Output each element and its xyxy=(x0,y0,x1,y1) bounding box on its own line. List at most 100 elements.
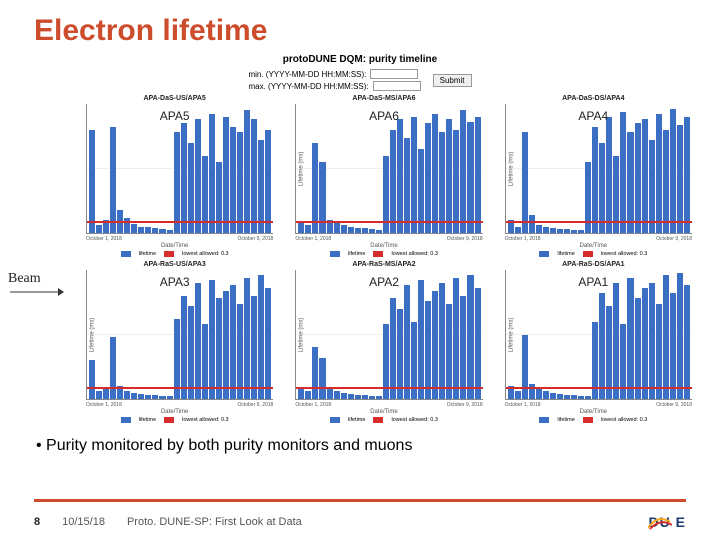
bar xyxy=(251,296,257,399)
bar xyxy=(159,229,165,233)
bar xyxy=(425,123,431,233)
legend-swatch xyxy=(121,417,131,423)
chart-supertitle: protoDUNE DQM: purity timeline xyxy=(0,54,720,65)
bar xyxy=(327,389,333,399)
bar xyxy=(96,225,102,233)
legend-swatch xyxy=(164,417,174,423)
bar xyxy=(613,283,619,399)
footer-talk: Proto. DUNE-SP: First Look at Data xyxy=(127,516,302,528)
bar xyxy=(404,285,410,399)
bar xyxy=(195,119,201,233)
bar xyxy=(515,391,521,399)
bar xyxy=(585,396,591,399)
bar xyxy=(145,227,151,233)
max-input[interactable] xyxy=(373,81,421,91)
min-input[interactable] xyxy=(370,69,418,79)
bar xyxy=(376,230,382,233)
x-ticks: October 1, 2018October 9, 2018 xyxy=(491,236,696,242)
page-number: 8 xyxy=(34,516,40,528)
legend-swatch xyxy=(330,251,340,257)
bar xyxy=(404,138,410,233)
x-ticks: October 1, 2018October 9, 2018 xyxy=(281,402,486,408)
bar xyxy=(578,230,584,233)
bar xyxy=(670,109,676,233)
bar xyxy=(258,275,264,399)
bar xyxy=(362,395,368,399)
bars-container xyxy=(296,270,482,399)
bar xyxy=(635,123,641,233)
bar xyxy=(369,396,375,399)
submit-button[interactable]: Submit xyxy=(433,74,472,87)
legend: lifetimelowest allowed: 0.3 xyxy=(281,417,486,423)
panel-title: APA-RaS-US/APA3 xyxy=(72,261,277,268)
dune-logo: DU E xyxy=(649,514,686,530)
bar xyxy=(543,391,549,399)
bar xyxy=(89,360,95,399)
plot-area: Lifetime (ms) xyxy=(505,104,692,234)
bar xyxy=(96,391,102,399)
chart-panel: APA-DaS-MS/APA6APA6Lifetime (ms)October … xyxy=(281,95,486,257)
chart-panel: APA-DaS-US/APA5APA5Lifetime (ms)October … xyxy=(72,95,277,257)
bar xyxy=(606,117,612,233)
bar xyxy=(131,224,137,233)
bar xyxy=(390,298,396,399)
bar xyxy=(167,396,173,399)
panel-title: APA-DaS-DS/APA4 xyxy=(491,95,696,102)
bar xyxy=(642,288,648,399)
beam-arrow-icon xyxy=(8,287,64,297)
legend-swatch xyxy=(373,251,383,257)
legend-label: lowest allowed: 0.3 xyxy=(601,417,647,423)
legend-label: lowest allowed: 0.3 xyxy=(391,417,437,423)
x-ticks: October 1, 2018October 9, 2018 xyxy=(72,402,277,408)
bar xyxy=(620,112,626,233)
max-label: max. (YYYY-MM-DD HH:MM:SS): xyxy=(248,82,368,91)
chart-panel: APA-RaS-MS/APA2APA2Lifetime (ms)October … xyxy=(281,261,486,423)
bar xyxy=(564,229,570,233)
bar xyxy=(341,225,347,233)
footer-date: 10/15/18 xyxy=(62,516,105,528)
bar xyxy=(627,132,633,233)
bar xyxy=(265,288,271,399)
bars-container xyxy=(506,104,692,233)
apa-label: APA2 xyxy=(369,275,399,289)
bar xyxy=(305,391,311,399)
threshold-line xyxy=(296,221,482,223)
bar xyxy=(195,283,201,399)
bar xyxy=(265,130,271,233)
bar xyxy=(684,117,690,233)
x-axis-label: Date/Time xyxy=(72,243,277,249)
bar xyxy=(237,132,243,233)
date-range-form: min. (YYYY-MM-DD HH:MM:SS): max. (YYYY-M… xyxy=(0,69,720,91)
bar xyxy=(305,225,311,233)
bar xyxy=(684,285,690,399)
legend: lifetime lowest allowed: 0.3 xyxy=(491,417,696,423)
x-axis-label: Date/Time xyxy=(281,243,486,249)
bar xyxy=(209,280,215,399)
bar xyxy=(425,301,431,399)
bars-container xyxy=(296,104,482,233)
bar xyxy=(152,395,158,399)
apa-label: APA1 xyxy=(578,275,608,289)
legend-label: lowest allowed: 0.3 xyxy=(182,417,228,423)
legend-label: lifetime xyxy=(557,417,574,423)
bar xyxy=(341,393,347,399)
bar xyxy=(642,119,648,233)
bar xyxy=(599,293,605,399)
bar xyxy=(110,127,116,233)
bar xyxy=(649,140,655,233)
bar xyxy=(439,283,445,399)
bar xyxy=(635,298,641,399)
bar xyxy=(557,229,563,233)
plot-area: Lifetime (ms) xyxy=(86,104,273,234)
bar xyxy=(522,132,528,233)
bar xyxy=(515,227,521,233)
legend: lifetimelowest allowed: 0.3 xyxy=(72,417,277,423)
legend-swatch xyxy=(539,417,549,423)
plot-area: Lifetime (ms) xyxy=(295,270,482,400)
bar xyxy=(312,143,318,233)
bar xyxy=(656,304,662,399)
panel-title: APA-RaS-DS/APA1 xyxy=(491,261,696,268)
legend-swatch xyxy=(539,251,549,257)
plot-area: Lifetime (ms) xyxy=(505,270,692,400)
bar xyxy=(606,306,612,399)
